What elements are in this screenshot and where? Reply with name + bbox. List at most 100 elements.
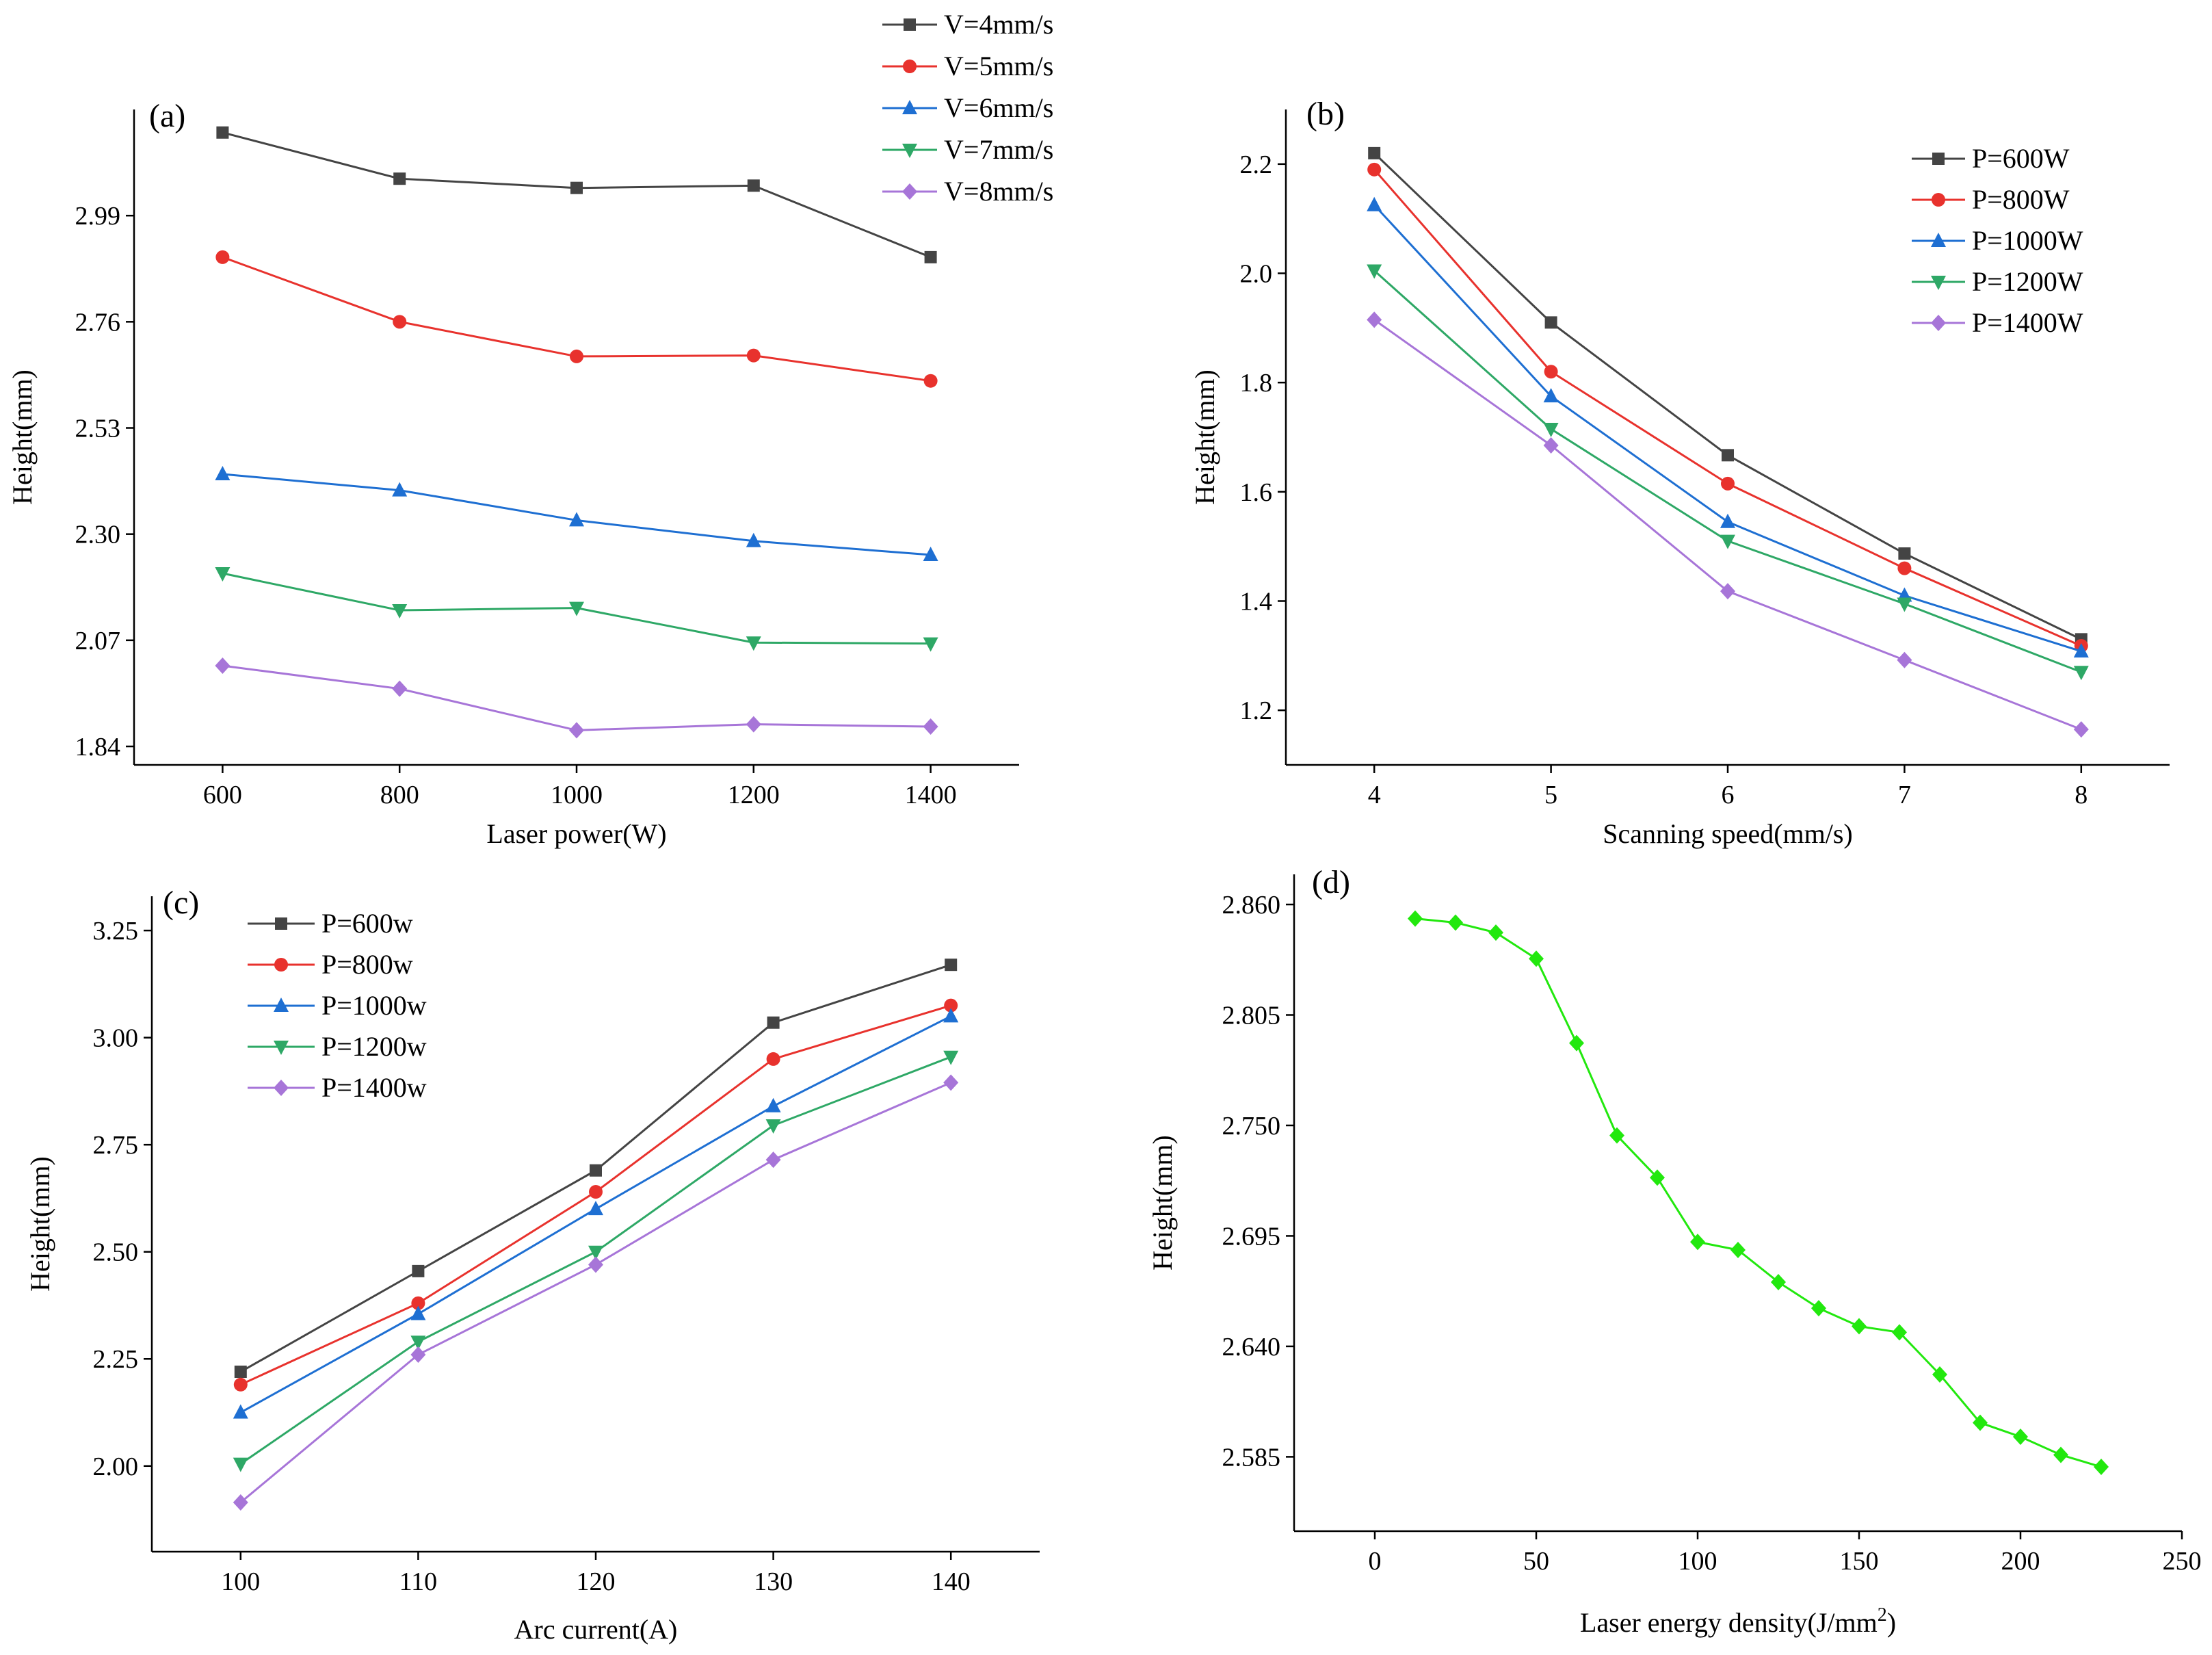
data-point	[392, 680, 408, 697]
legend-marker	[1932, 193, 1945, 207]
y-tick-label: 2.75	[93, 1131, 139, 1160]
data-point	[2073, 721, 2089, 738]
data-point	[765, 1097, 781, 1112]
y-tick-label: 2.53	[75, 415, 121, 443]
data-point	[2013, 1429, 2028, 1446]
legend-entry: P=1200W	[1972, 266, 2083, 297]
legend-marker	[274, 1041, 289, 1055]
legend-marker	[274, 1080, 289, 1096]
data-point	[1367, 162, 1382, 177]
data-point	[1892, 1324, 1907, 1341]
legend-marker	[1931, 276, 1946, 290]
data-point	[923, 718, 938, 735]
legend-entry: V=5mm/s	[944, 51, 1053, 81]
chart-panel-1: 1.2 1.4 1.6 1.8 2.0 2.2 4 5 6 7 8 Scanning speed(mm…	[1189, 96, 2170, 849]
data-point	[923, 547, 938, 562]
data-point	[1897, 561, 1912, 575]
data-point	[2073, 642, 2089, 657]
x-tick-label: 6	[1722, 781, 1735, 809]
x-tick-label: 1400	[905, 781, 957, 809]
legend-marker	[902, 183, 917, 200]
data-point	[1448, 914, 1463, 931]
legend-marker	[903, 60, 917, 73]
legend-entry: V=4mm/s	[944, 9, 1053, 40]
data-point	[1690, 1234, 1705, 1251]
data-point	[1811, 1300, 1826, 1317]
x-axis-label: Arc current(A)	[514, 1614, 678, 1645]
data-point	[945, 959, 958, 972]
legend-entry: V=6mm/s	[944, 92, 1053, 123]
x-axis-label-text: Laser energy density(J/mm	[1580, 1607, 1878, 1638]
data-point	[765, 1119, 781, 1134]
data-point	[233, 1377, 248, 1392]
y-tick-label: 1.6	[1240, 478, 1273, 507]
data-point	[1720, 583, 1735, 600]
x-tick-label: 250	[2163, 1547, 2202, 1576]
x-axis-label: Scanning speed(mm/s)	[1603, 818, 1853, 849]
y-tick-label: 1.2	[1240, 696, 1273, 725]
data-point	[746, 532, 761, 547]
data-point	[412, 1264, 425, 1277]
y-tick-label: 2.2	[1240, 151, 1273, 179]
data-point	[1367, 264, 1382, 279]
x-axis-label-text: Laser power(W)	[486, 818, 666, 849]
x-tick-label: 150	[1840, 1547, 1879, 1576]
chart-panel-3: 2.585 2.640 2.695 2.750 2.805 2.860 0 50 100 150 2…	[1147, 864, 2202, 1638]
data-point	[1609, 1127, 1624, 1144]
data-point	[943, 1074, 959, 1091]
data-point	[1722, 449, 1734, 462]
x-tick-label: 0	[1369, 1547, 1382, 1576]
series-line-4	[222, 664, 931, 731]
chart-panel-2: 2.00 2.25 2.50 2.75 3.00 3.25 100 110 120 130 140 A…	[25, 885, 1040, 1645]
data-point	[1721, 476, 1735, 491]
data-point	[943, 1008, 959, 1023]
legend-entry: P=1000w	[321, 990, 427, 1021]
data-point	[233, 1457, 248, 1472]
data-point	[570, 181, 583, 194]
data-point	[215, 657, 231, 674]
legend-entry: P=1000W	[1972, 225, 2083, 256]
data-point	[588, 1245, 603, 1260]
data-point	[765, 1151, 781, 1169]
x-tick-label: 5	[1544, 781, 1557, 809]
x-tick-label: 130	[754, 1567, 793, 1596]
legend-marker	[1932, 153, 1945, 165]
x-tick-label: 100	[1678, 1547, 1717, 1576]
data-point	[234, 1366, 247, 1379]
y-tick-label: 2.695	[1222, 1222, 1281, 1251]
x-axis-label-end: )	[1887, 1607, 1896, 1638]
data-point	[1932, 1366, 1947, 1383]
data-point	[233, 1404, 248, 1419]
panel-label: (c)	[163, 885, 199, 921]
x-tick-label: 8	[2075, 781, 2088, 809]
y-tick-label: 3.00	[93, 1024, 139, 1053]
x-tick-label: 800	[380, 781, 419, 809]
x-tick-label: 4	[1368, 781, 1381, 809]
panel-label: (d)	[1312, 864, 1350, 900]
x-tick-label: 1000	[551, 781, 603, 809]
y-tick-label: 2.99	[75, 202, 121, 231]
series-line-4	[239, 1081, 951, 1504]
y-tick-label: 2.640	[1222, 1333, 1281, 1361]
data-point	[1898, 547, 1911, 560]
x-tick-label: 110	[399, 1567, 438, 1596]
y-tick-label: 1.8	[1240, 369, 1273, 398]
data-point	[588, 1256, 603, 1273]
y-tick-label: 2.30	[75, 521, 121, 549]
panel-label: (a)	[149, 98, 185, 134]
data-point	[767, 1016, 780, 1029]
legend-marker	[274, 998, 289, 1012]
data-point	[1897, 597, 1912, 612]
data-point	[590, 1164, 602, 1177]
x-tick-label: 50	[1523, 1547, 1549, 1576]
data-point	[1368, 146, 1381, 159]
data-point	[1730, 1241, 1746, 1258]
x-axis-label-text: Scanning speed(mm/s)	[1603, 818, 1853, 849]
legend-marker	[274, 958, 288, 972]
data-point	[233, 1494, 248, 1511]
data-point	[588, 1201, 603, 1216]
data-point	[1367, 196, 1382, 211]
x-tick-label: 100	[221, 1567, 260, 1596]
y-tick-label: 1.4	[1240, 588, 1273, 616]
